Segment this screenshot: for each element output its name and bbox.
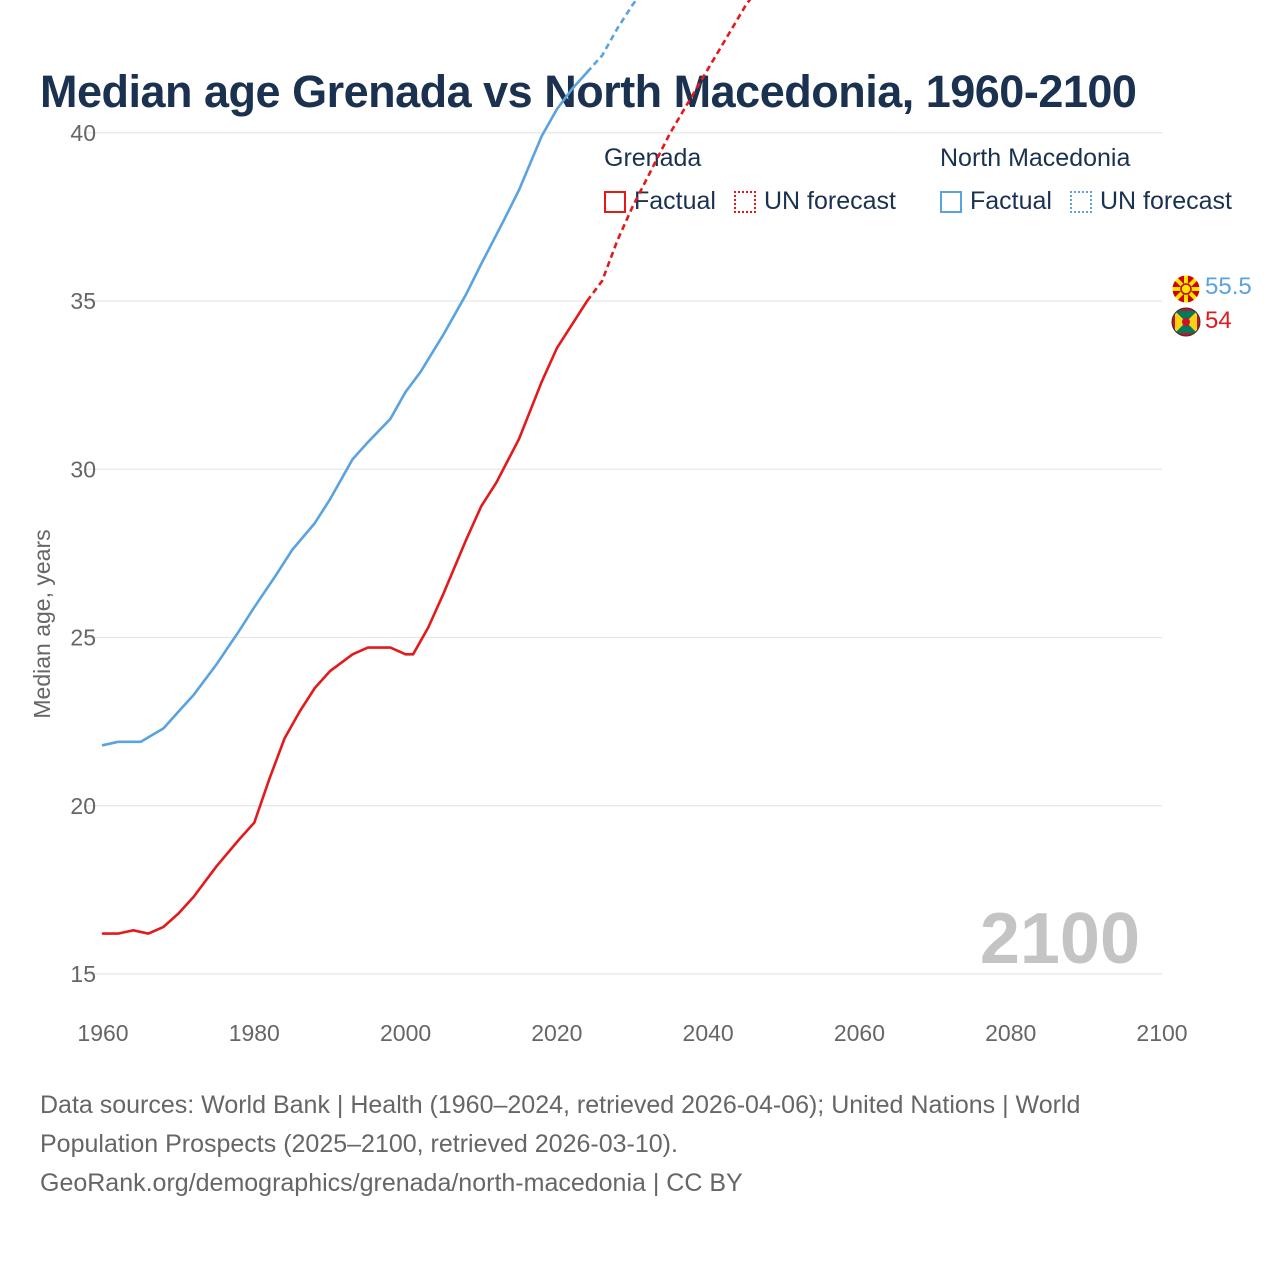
legend-north-macedonia-forecast[interactable]: UN forecast xyxy=(1069,187,1232,216)
data-sources: Data sources: World Bank | Health (1960–… xyxy=(40,1086,1240,1203)
series-lines xyxy=(101,0,1162,935)
x-tick-label-1980: 1980 xyxy=(229,1020,280,1046)
legend-grenada-forecast-label: UN forecast xyxy=(763,187,896,215)
legend-grenada-factual-label: Factual xyxy=(634,187,716,215)
legend-swatch-solid-red xyxy=(604,190,626,213)
series-line-grenada-factual[interactable] xyxy=(101,299,589,935)
y-tick-label-15: 15 xyxy=(70,961,96,987)
y-tick-label-20: 20 xyxy=(70,793,96,819)
y-tick-label-25: 25 xyxy=(70,625,96,651)
x-tick-label-2080: 2080 xyxy=(985,1020,1036,1046)
x-tick-label-2000: 2000 xyxy=(380,1020,431,1046)
x-tick-label-1960: 1960 xyxy=(77,1020,128,1046)
legend-swatch-dotted-red xyxy=(733,190,756,213)
legend-country-grenada: Grenada xyxy=(604,144,702,172)
legend-north-macedonia-forecast-label: UN forecast xyxy=(1099,187,1232,215)
chart-title: Median age Grenada vs North Macedonia, 1… xyxy=(40,66,1137,117)
sources-line-2: Population Prospects (2025–2100, retriev… xyxy=(40,1130,678,1158)
x-tick-label-2020: 2020 xyxy=(531,1020,582,1046)
series-line-north-macedonia-forecast[interactable] xyxy=(586,0,1162,74)
north-macedonia-end-label: 55.5 xyxy=(1205,273,1252,300)
y-axis-ticks: 152025303540455055 xyxy=(70,120,96,987)
north-macedonia-flag-icon xyxy=(1171,274,1201,304)
legend-grenada-forecast[interactable]: UN forecast xyxy=(733,187,896,216)
legend-north-macedonia-factual-label: Factual xyxy=(970,187,1052,215)
series-line-grenada-forecast[interactable] xyxy=(586,0,1162,302)
legend-swatch-dotted-blue xyxy=(1069,190,1092,213)
y-tick-label-30: 30 xyxy=(70,456,96,482)
y-tick-label-40: 40 xyxy=(70,120,96,146)
series-line-north-macedonia-factual[interactable] xyxy=(101,70,589,747)
legend-country-north-macedonia: North Macedonia xyxy=(940,144,1131,172)
line-chart: 152025303540455055 196019802000202020402… xyxy=(29,0,1252,1046)
grenada-end-label: 54 xyxy=(1205,307,1232,334)
x-tick-label-2100: 2100 xyxy=(1136,1020,1187,1046)
grid-lines xyxy=(86,132,1162,975)
sources-line-1: Data sources: World Bank | Health (1960–… xyxy=(40,1091,1081,1119)
grenada-flag-icon xyxy=(1171,307,1201,337)
year-watermark: 2100 xyxy=(980,899,1140,979)
x-axis-ticks: 1960 1980 2000 2020 2040 2060 2080 2100 xyxy=(77,1020,1187,1046)
legend-swatch-solid-blue xyxy=(940,190,962,213)
x-tick-label-2060: 2060 xyxy=(834,1020,885,1046)
legend-grenada: Grenada Factual UN forecast xyxy=(604,144,914,216)
legend-grenada-factual[interactable]: Factual xyxy=(604,187,716,216)
x-tick-label-2040: 2040 xyxy=(683,1020,734,1046)
y-axis-label: Median age, years xyxy=(29,529,55,718)
y-tick-label-35: 35 xyxy=(70,288,96,314)
legend-north-macedonia: North Macedonia Factual UN forecast xyxy=(940,144,1232,216)
legend-north-macedonia-factual[interactable]: Factual xyxy=(940,187,1052,216)
sources-line-3[interactable]: GeoRank.org/demographics/grenada/north-m… xyxy=(40,1169,743,1197)
